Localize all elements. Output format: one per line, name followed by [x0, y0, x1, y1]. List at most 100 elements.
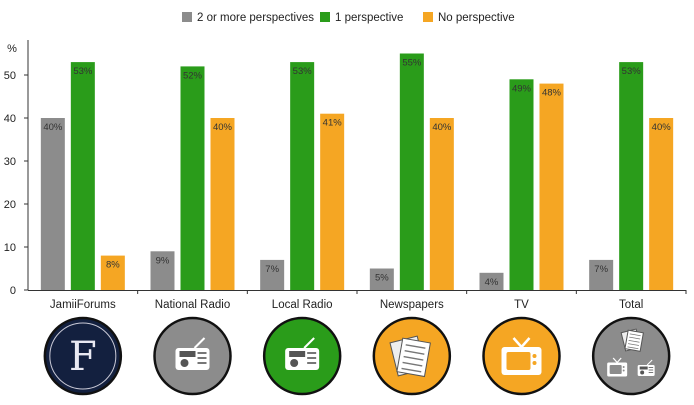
bar [320, 113, 345, 290]
bar [509, 79, 534, 290]
bar [369, 268, 394, 290]
bar [589, 259, 614, 290]
x-tick-label: TV [514, 299, 529, 311]
legend-label: 1 perspective [335, 12, 403, 24]
tv-antenna [616, 357, 622, 363]
data-label: 8% [106, 260, 120, 271]
data-label: 40% [43, 122, 63, 133]
radio-knob [640, 370, 645, 375]
y-tick-label: 10 [4, 242, 16, 254]
total-media-icon [591, 316, 671, 396]
data-label: 55% [402, 58, 422, 69]
data-label: 53% [622, 66, 642, 77]
logo-ring [49, 322, 117, 390]
y-axis: 0 10 20 30 40 50 [4, 40, 29, 297]
radio-knob [290, 359, 299, 367]
bar [180, 66, 205, 291]
data-label: 40% [213, 122, 233, 133]
bar [539, 83, 564, 290]
tv-knob [532, 361, 537, 365]
bar [479, 272, 504, 290]
tv-antenna [512, 337, 523, 348]
data-label: 49% [512, 83, 532, 94]
tv-screen [609, 365, 622, 374]
data-label: 52% [183, 70, 203, 81]
legend-label: 2 or more perspectives [197, 12, 314, 24]
newspaper-text-line [402, 361, 423, 367]
newspaper-text-line [628, 343, 639, 346]
data-label: 4% [485, 277, 499, 288]
icon-circle [43, 316, 123, 396]
x-tick-label: National Radio [155, 299, 230, 311]
legend-label: No perspective [438, 12, 515, 24]
newspaper-text-line [628, 339, 640, 343]
x-axis: JamiiForums National Radio Local Radio News… [28, 290, 687, 311]
tv-knob [622, 366, 625, 368]
radio-display [639, 366, 648, 370]
newspaper-text-line [627, 346, 639, 350]
bar [40, 118, 65, 290]
x-tick-label: Total [619, 299, 643, 311]
national-radio-icon [153, 316, 232, 396]
y-tick-label: 20 [4, 199, 16, 211]
legend-swatch [423, 12, 433, 22]
radio-antenna [646, 359, 653, 366]
legend-swatch [320, 12, 330, 22]
radio-antenna [303, 337, 315, 349]
tv-antenna [520, 337, 531, 348]
radio-display [289, 351, 306, 357]
y-tick-label: 0 [10, 285, 16, 297]
data-label: 7% [594, 264, 608, 275]
tv-knob [622, 369, 625, 372]
bars: 40% 53% 8% 9% 52% 40% 7% 53% 41% 5% 55% 40% 4% 49% 48%… [40, 53, 674, 291]
bar [649, 118, 674, 290]
newspaper-text-line [403, 355, 424, 361]
tv-antenna [612, 357, 618, 363]
tv-screen [506, 352, 531, 370]
bar [429, 118, 454, 290]
tv-knob [532, 354, 537, 358]
data-label: 41% [323, 118, 343, 129]
category-icons: F [43, 316, 671, 396]
data-label: 7% [265, 264, 279, 275]
bar [260, 259, 285, 290]
x-tick-label: JamiiForums [50, 299, 116, 311]
newspaper-text-line [629, 336, 641, 340]
newspaper-text-line [629, 333, 641, 337]
newspaper-text-line [405, 344, 426, 349]
bar [290, 62, 315, 290]
local-radio-icon [262, 316, 342, 396]
legend: 2 or more perspectives 1 perspective No pe… [182, 12, 515, 24]
x-tick-label: Local Radio [272, 299, 333, 311]
legend-swatch [182, 12, 192, 22]
y-tick-label: 30 [4, 156, 16, 168]
data-label: 53% [73, 66, 93, 77]
data-label: 5% [375, 273, 389, 284]
data-label: 40% [652, 122, 672, 133]
y-tick-label: 40 [4, 113, 16, 125]
newspaper-text-line [401, 367, 422, 373]
data-label: 53% [293, 66, 313, 77]
radio-display [179, 351, 196, 357]
jamiiforums-logo-icon: F [43, 316, 123, 396]
radio-antenna [193, 337, 206, 349]
icon-circle [591, 316, 671, 396]
bar [399, 53, 424, 290]
tv-icon [482, 316, 561, 396]
bar [619, 62, 644, 290]
data-label: 40% [432, 122, 452, 133]
bar [210, 118, 235, 290]
newspaper-text-line [404, 349, 425, 355]
newspapers-icon [372, 316, 452, 396]
y-axis-label: % [7, 43, 17, 55]
data-label: 9% [156, 255, 170, 266]
logo-letter: F [69, 334, 97, 380]
y-tick-label: 50 [4, 70, 16, 82]
data-label: 48% [542, 88, 562, 99]
bar [150, 251, 175, 290]
bar [100, 255, 125, 290]
bar [70, 62, 95, 290]
x-tick-label: Newspapers [380, 299, 444, 311]
radio-knob [180, 359, 189, 367]
